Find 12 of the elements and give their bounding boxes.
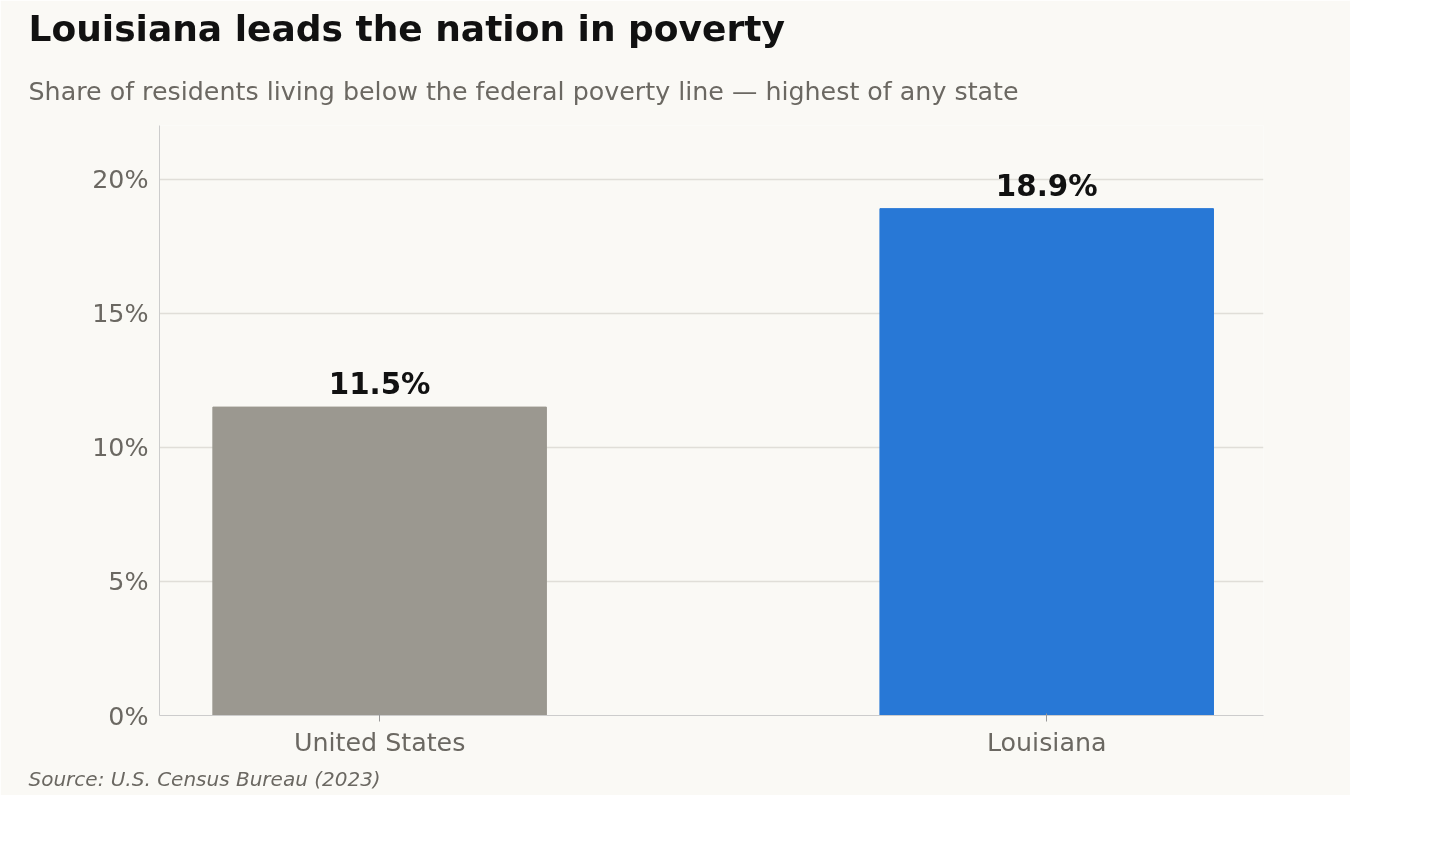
source-note: Source: U.S. Census Bureau (2023) — [28, 766, 381, 791]
y-tick-label: 20% — [92, 164, 149, 195]
y-tick-label: 15% — [92, 298, 149, 329]
chart-title: Louisiana leads the nation in poverty — [28, 7, 785, 49]
x-tick-label: Louisiana — [986, 726, 1107, 757]
data-label: 18.9% — [995, 168, 1098, 203]
y-tick-label: 0% — [108, 700, 149, 731]
x-tick-label: United States — [293, 726, 466, 757]
data-label: 11.5% — [328, 367, 431, 402]
y-tick-label: 10% — [92, 432, 149, 463]
y-tick-label: 5% — [108, 566, 149, 597]
chart-subtitle: Share of residents living below the federal poverty line — highest of any state — [28, 75, 1019, 106]
